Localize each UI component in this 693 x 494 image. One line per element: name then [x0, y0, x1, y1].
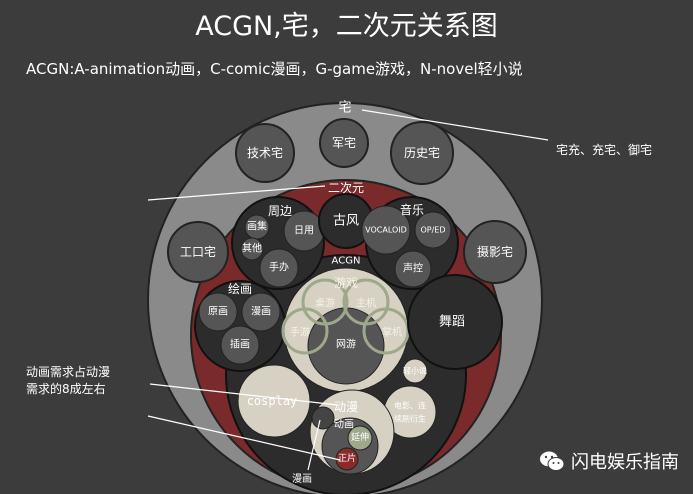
label-music: 音乐 [400, 202, 424, 217]
label-film-2: 续剧衍生 [394, 414, 426, 424]
label-military-otaku: 军宅 [332, 135, 356, 150]
label-console: 主机 [356, 297, 376, 310]
label-main-story: 正片 [338, 452, 356, 464]
nijigen-arrow [147, 185, 326, 201]
comic-art-circle [241, 292, 281, 332]
label-nijigen: 二次元 [328, 181, 364, 195]
label-tech-otaku: 技术宅 [247, 145, 283, 160]
voice-circle [394, 250, 432, 288]
label-original-art: 原画 [208, 306, 228, 318]
label-animation: 动画 [334, 419, 354, 431]
dance-circle [407, 274, 503, 370]
page-title: ACGN,宅，二次元关系图 [195, 11, 498, 42]
label-dance: 舞蹈 [439, 315, 465, 330]
military-otaku-circle [319, 118, 369, 168]
label-film-1: 电影、连 [394, 401, 426, 411]
otaku-arrow [361, 109, 549, 141]
other-circle [240, 237, 264, 261]
label-acgn: ACGN [332, 256, 361, 267]
label-handheld: 掌机 [382, 326, 402, 339]
label-games: 游戏 [334, 276, 358, 290]
watermark-text: 闪电娱乐指南 [571, 452, 679, 473]
label-daily: 日用 [294, 226, 314, 237]
label-drawing: 绘画 [228, 281, 252, 296]
label-photo-otaku: 摄影宅 [477, 244, 513, 259]
subtitle: ACGN:A-animation动画，C-comic漫画，G-game游戏，N-… [26, 60, 523, 78]
manga-note: 漫画 [292, 474, 312, 485]
label-vocaloid: VOCALOID [365, 226, 407, 235]
vocaloid-circle [361, 205, 411, 255]
wechat-icon [540, 451, 565, 471]
otaku-types-note: 宅充、充宅、御宅 [556, 143, 653, 157]
label-animanga: 动漫 [334, 400, 358, 414]
history-otaku-circle [390, 121, 454, 185]
anime-demand-note-2: 需求的8成左右 [26, 382, 106, 396]
photo-otaku-circle [463, 220, 527, 284]
label-cosplay: cosplay [247, 394, 298, 408]
label-ero-otaku: 工口宅 [180, 244, 216, 259]
label-history-otaku: 历史宅 [404, 145, 440, 160]
mobile-game-ring [281, 307, 329, 355]
label-online-game: 网游 [336, 338, 356, 351]
label-illustration: 插画 [230, 338, 250, 351]
label-light-novel: 轻小说 [403, 366, 427, 376]
anime-demand-arrow-2 [147, 415, 341, 461]
anime-demand-note-1: 动画需求占动漫 [26, 365, 111, 379]
label-merch: 周边 [268, 204, 292, 218]
light-novel-circle [402, 358, 428, 384]
illustration-circle [220, 325, 260, 365]
label-board-game: 桌游 [315, 297, 335, 310]
label-gufeng: 古风 [333, 214, 359, 229]
manga-circle [311, 406, 335, 430]
label-oped: OP/ED [420, 226, 445, 235]
label-other: 其他 [242, 242, 262, 255]
original-art-circle [198, 292, 238, 332]
label-otaku: 宅 [338, 101, 351, 116]
label-figure: 手办 [269, 261, 289, 274]
ero-otaku-circle [167, 221, 229, 283]
label-comic-art: 漫画 [251, 306, 271, 318]
cosplay-circle [237, 364, 311, 438]
label-voice: 声控 [403, 262, 423, 275]
figure-circle [259, 248, 299, 288]
watermark: 闪电娱乐指南 [539, 448, 679, 474]
manga-arrow [307, 419, 321, 471]
label-mobile-game: 手游 [290, 326, 310, 339]
label-extension: 延伸 [351, 431, 369, 443]
label-artbook: 画集 [247, 220, 267, 233]
tech-otaku-circle [235, 123, 295, 183]
oped-circle [414, 211, 452, 249]
extension-circle [347, 425, 373, 451]
anime-demand-arrow-1 [149, 383, 339, 406]
